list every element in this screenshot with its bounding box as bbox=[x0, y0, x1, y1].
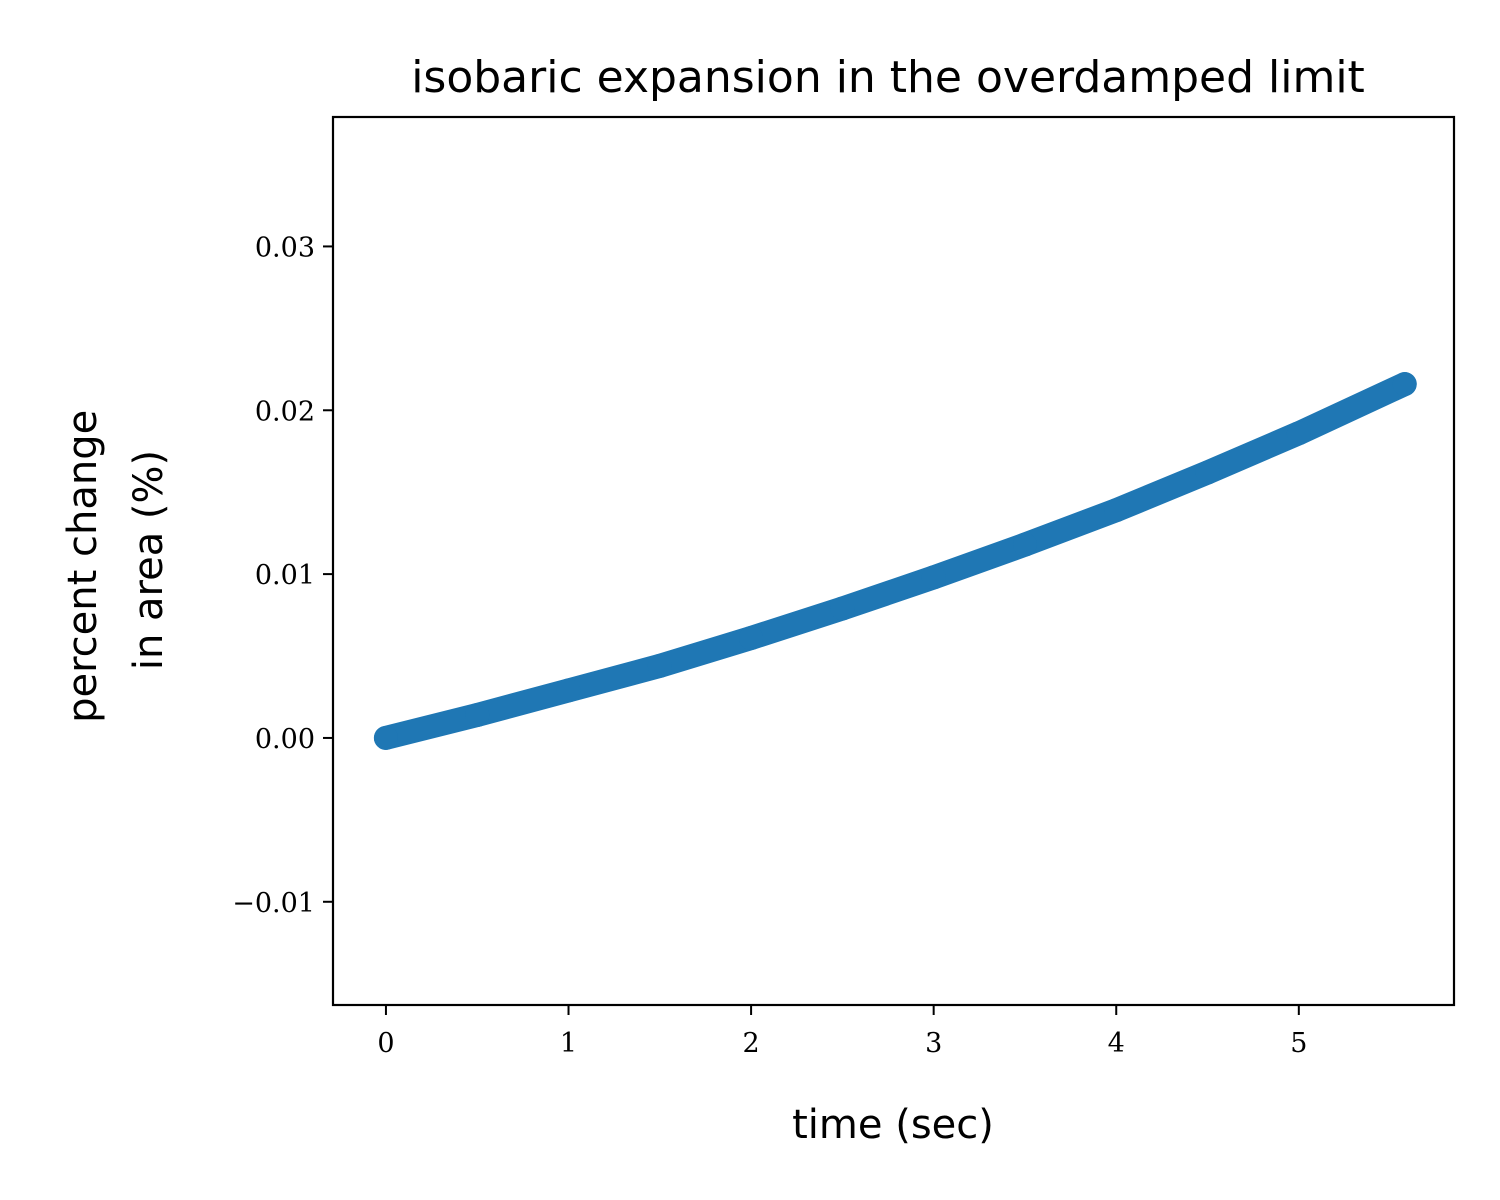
data-point bbox=[739, 626, 764, 651]
data-point bbox=[1195, 460, 1220, 485]
x-tick-label: 4 bbox=[1108, 1028, 1125, 1059]
data-point bbox=[1392, 372, 1417, 397]
data-point bbox=[647, 653, 672, 678]
y-axis: −0.01 0.00 0.01 0.02 0.03 bbox=[232, 232, 333, 919]
data-point bbox=[1104, 498, 1129, 523]
data-point bbox=[465, 703, 490, 728]
y-axis-label: percent change in area (%) bbox=[60, 397, 172, 723]
data-point bbox=[921, 565, 946, 590]
x-tick-label: 0 bbox=[377, 1028, 394, 1059]
x-tick-label: 5 bbox=[1290, 1028, 1307, 1059]
y-tick-label: −0.01 bbox=[232, 888, 315, 919]
data-point bbox=[556, 678, 581, 703]
x-axis-label: time (sec) bbox=[792, 1102, 994, 1148]
x-tick-label: 3 bbox=[925, 1028, 942, 1059]
series-line bbox=[373, 372, 1417, 750]
data-point bbox=[1286, 421, 1311, 446]
x-tick-label: 1 bbox=[560, 1028, 577, 1059]
y-axis-label-line-2: in area (%) bbox=[126, 450, 172, 670]
y-tick-label: 0.02 bbox=[255, 396, 315, 427]
plot-area bbox=[373, 372, 1417, 750]
data-point bbox=[830, 596, 855, 621]
y-axis-label-line-1: percent change bbox=[60, 410, 106, 723]
data-point bbox=[1012, 532, 1037, 557]
y-tick-label: 0.01 bbox=[255, 560, 315, 591]
y-tick-label: 0.00 bbox=[255, 724, 315, 755]
y-tick-label: 0.03 bbox=[255, 232, 315, 263]
x-tick-label: 2 bbox=[742, 1028, 759, 1059]
data-point bbox=[373, 725, 398, 750]
x-axis: 0 1 2 3 4 5 bbox=[377, 1005, 1307, 1059]
axes-frame bbox=[331, 115, 1456, 1007]
chart-title: isobaric expansion in the overdamped lim… bbox=[411, 52, 1365, 103]
